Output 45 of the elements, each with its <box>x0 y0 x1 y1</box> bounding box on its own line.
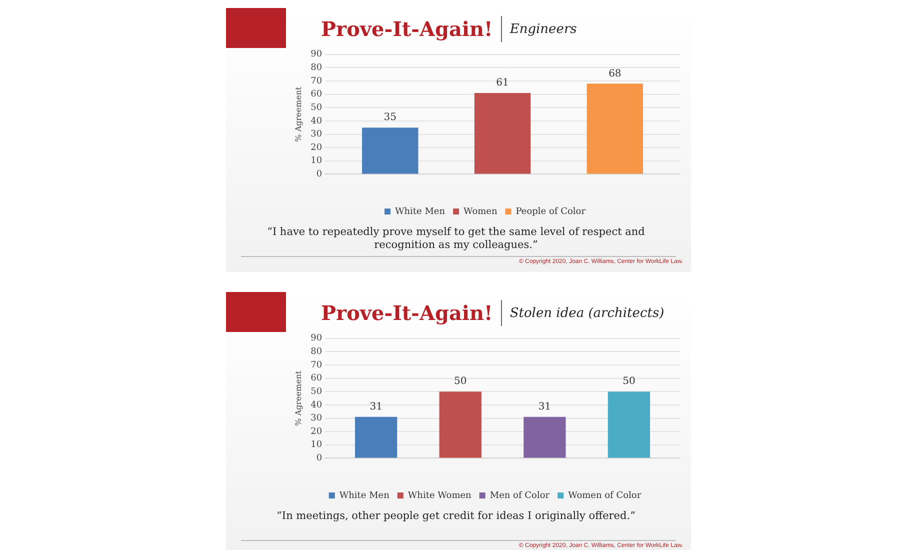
y-tick-label: 30 <box>310 130 322 140</box>
chart-title: Prove-It-Again! <box>321 301 493 325</box>
y-tick-label: 0 <box>316 170 322 180</box>
y-tick-label: 30 <box>310 414 322 424</box>
y-tick-label: 0 <box>316 454 322 464</box>
y-tick-label: 20 <box>310 426 322 437</box>
chart-title: Prove-It-Again! <box>321 17 493 41</box>
legend-label: Men of Color <box>490 490 550 501</box>
text: “In meetings, other people get credit for ideas I originally offered.” <box>276 510 636 523</box>
data-label: 50 <box>622 376 636 388</box>
y-tick-label: 90 <box>310 50 322 60</box>
y-tick-label: 80 <box>310 63 322 74</box>
y-tick-label: 50 <box>310 386 322 397</box>
y-tick-label: 70 <box>310 360 322 370</box>
legend-label: White Men <box>394 206 446 217</box>
y-tick-label: 50 <box>310 102 322 113</box>
chart-subtitle: Engineers <box>510 22 577 36</box>
legend-label: White Women <box>408 490 472 501</box>
data-label: 31 <box>370 402 382 413</box>
y-tick-label: 70 <box>310 76 322 86</box>
legend-label: White Men <box>339 490 390 501</box>
y-tick-label: 10 <box>310 440 322 450</box>
text: “I have to repeatedly prove myself to get the same level of respect and recognition as my colleagues.” <box>266 226 646 252</box>
y-tick-label: 60 <box>310 90 322 100</box>
bar <box>586 84 644 174</box>
bar <box>362 128 418 174</box>
y-tick-label: 20 <box>310 142 322 153</box>
data-label: 50 <box>454 376 467 388</box>
bar <box>474 93 531 174</box>
y-tick-label: 40 <box>310 400 322 410</box>
y-tick-label: 80 <box>310 347 322 358</box>
y-axis-title: % Agreement <box>294 86 303 142</box>
y-tick-label: 60 <box>310 374 322 384</box>
data-label: 68 <box>608 68 622 80</box>
data-label: 31 <box>538 402 552 413</box>
legend-label: Women of Color <box>568 490 642 501</box>
legend-label: People of Color <box>516 206 586 217</box>
y-axis-title: % Agreement <box>294 370 303 426</box>
y-tick-label: 40 <box>310 116 322 126</box>
y-tick-label: 90 <box>310 334 322 344</box>
data-label: 61 <box>496 78 509 89</box>
data-label: 35 <box>384 112 396 124</box>
chart-subtitle: Stolen idea (architects) <box>510 306 664 320</box>
y-tick-label: 10 <box>310 156 322 166</box>
legend-label: Women <box>464 206 498 217</box>
